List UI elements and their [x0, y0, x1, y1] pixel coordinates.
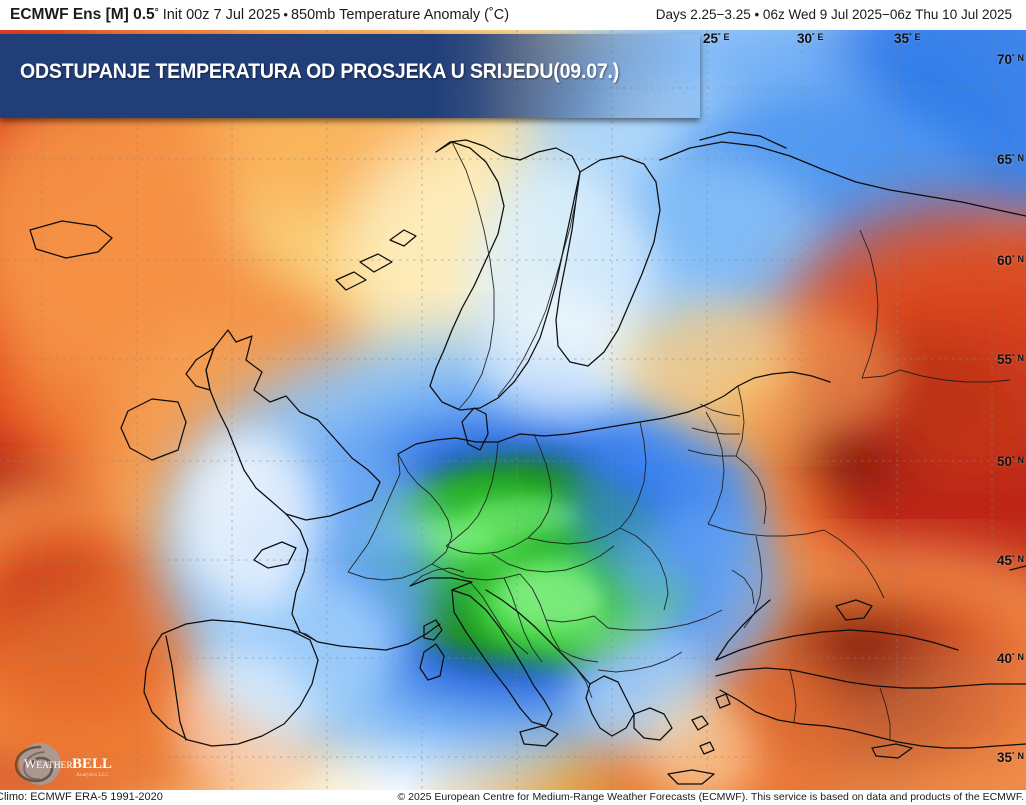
lon-label-35e: 35˚ E: [894, 31, 921, 46]
header-model-name: ECMWF Ens [M] 0.5: [10, 6, 155, 23]
header-model-info: ECMWF Ens [M] 0.5° Init 00z 7 Jul 2025 • 8…: [10, 6, 509, 24]
logo-tagline: Analytics LLC: [76, 772, 109, 778]
lat-label-60n: 60˚ N: [996, 253, 1024, 268]
header-valid-range: Days 2.25−3.25 • 06z Wed 9 Jul 2025−06z …: [655, 7, 1012, 22]
lat-label-40n: 40˚ N: [996, 651, 1024, 666]
lon-label-30e: 30˚ E: [797, 31, 824, 46]
lat-label-45n: 45˚ N: [996, 553, 1024, 568]
lat-label-55n: 55˚ N: [996, 352, 1024, 367]
logo-brand-pre: WEATHER: [24, 756, 73, 771]
lat-label-70n: 70˚ N: [996, 52, 1024, 67]
header-init-time: Init 00z 7 Jul 2025: [162, 7, 281, 23]
weatherbell-logo[interactable]: WEATHER BELL Analytics LLC: [6, 741, 128, 787]
lat-label-50n: 50˚ N: [996, 454, 1024, 469]
header-field-name: 850mb Temperature Anomaly (˚C): [290, 7, 510, 23]
lat-label-65n: 65˚ N: [996, 152, 1024, 167]
logo-brand-bold: BELL: [72, 756, 112, 772]
banner-title-text: ODSTUPANJE TEMPERATURA OD PROSJEKA U SRI…: [20, 60, 620, 83]
lat-label-35n: 35˚ N: [996, 750, 1024, 765]
lon-label-25e: 25˚ E: [703, 31, 730, 46]
footer-copyright: © 2025 European Centre for Medium-Range …: [397, 791, 1024, 803]
temperature-anomaly-field: [0, 30, 1026, 790]
logo-swirl-icon: [14, 743, 61, 785]
title-banner: ODSTUPANJE TEMPERATURA OD PROSJEKA U SRI…: [0, 34, 700, 118]
map-viewport[interactable]: 25˚ E 30˚ E 35˚ E 70˚ N 65˚ N 60˚ N 55˚ …: [0, 30, 1026, 790]
footer-climo: Climo: ECMWF ERA-5 1991-2020: [0, 791, 163, 803]
map-footer: Climo: ECMWF ERA-5 1991-2020 © 2025 Euro…: [0, 790, 1026, 805]
map-header: ECMWF Ens [M] 0.5° Init 00z 7 Jul 2025 • 8…: [0, 0, 1026, 30]
header-bullet-1: •: [283, 7, 288, 22]
header-degree-symbol: °: [154, 7, 159, 18]
